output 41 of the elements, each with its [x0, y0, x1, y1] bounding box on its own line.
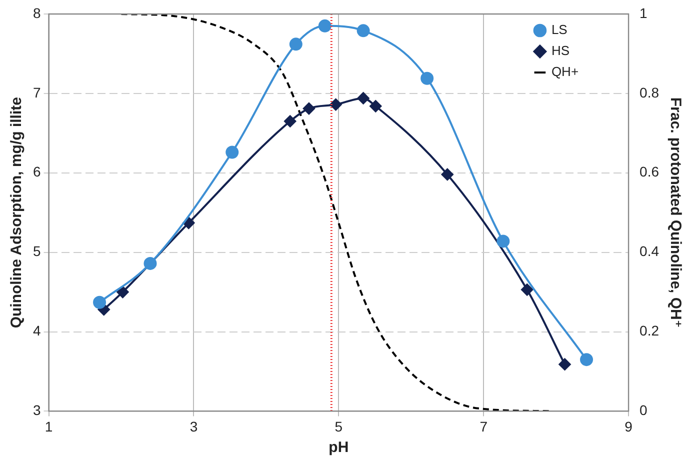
point [558, 358, 571, 370]
point [370, 100, 382, 112]
y-tick-label: 8 [32, 4, 41, 21]
point [330, 98, 342, 111]
legend-label: HS [551, 43, 570, 58]
point [357, 92, 370, 104]
point [496, 234, 510, 248]
y2-tick-label: 0.6 [640, 164, 660, 180]
point [420, 72, 434, 85]
x-tick-label: 1 [44, 418, 53, 434]
y2-tick-label: 0.2 [640, 322, 660, 339]
y-tick-label: 3 [32, 402, 41, 418]
x-tick-label: 7 [480, 418, 488, 434]
x-tick-label: 9 [624, 418, 633, 434]
point [580, 353, 594, 366]
point [302, 102, 315, 115]
y2-tick-label: 0 [640, 402, 648, 418]
y-tick-label: 4 [32, 322, 41, 339]
point [226, 146, 239, 159]
x-tick-label: 3 [190, 418, 198, 434]
y2-tick-label: 1 [640, 4, 648, 21]
point [116, 286, 129, 298]
legend-label: LS [551, 22, 568, 38]
point [284, 115, 296, 128]
point [289, 38, 302, 51]
y-tick-label: 6 [32, 164, 41, 180]
y-axis-title: Quinoline Adsorption, mg/g illite [8, 97, 26, 328]
y2-tick-label: 0.8 [640, 84, 660, 100]
point [318, 19, 332, 32]
y2-axis-title: Frac. protonated Quinoline, QH⁺ [666, 97, 684, 328]
y-tick-label: 5 [32, 243, 41, 260]
y-tick-label: 7 [32, 84, 41, 100]
point [93, 296, 106, 309]
x-axis-title: pH [328, 439, 349, 456]
point [144, 256, 157, 270]
point [521, 284, 534, 296]
point [441, 168, 454, 180]
point [356, 24, 370, 38]
x-tick-label: 5 [334, 418, 343, 434]
legend-label: QH+ [551, 64, 579, 80]
y2-tick-label: 0.4 [640, 243, 660, 260]
